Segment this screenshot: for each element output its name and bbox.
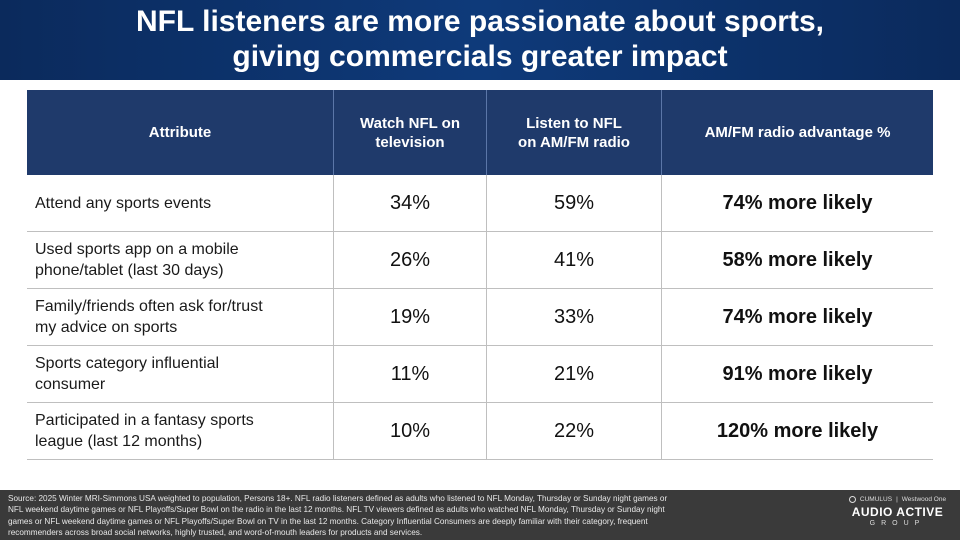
header-radio-line-2: on AM/FM radio — [518, 133, 630, 151]
header-watch-tv: Watch NFL on television — [334, 90, 487, 175]
tv-value-cell: 11% — [334, 346, 487, 402]
table-row: Participated in a fantasy sports league (… — [27, 403, 933, 460]
attribute-line-1: Participated in a fantasy sports — [35, 412, 254, 429]
table-row: Family/friends often ask for/trust my adv… — [27, 289, 933, 346]
source-line-1: Source: 2025 Winter MRI-Simmons USA weig… — [8, 494, 668, 503]
advantage-cell: 74% more likely — [722, 305, 873, 328]
attribute-cell: Family/friends often ask for/trust my adv… — [27, 289, 334, 345]
attribute-line-2: consumer — [35, 376, 106, 393]
table-row: Used sports app on a mobile phone/tablet … — [27, 232, 933, 289]
header-advantage: AM/FM radio advantage % — [704, 124, 891, 141]
tv-value-cell: 19% — [334, 289, 487, 345]
title-line-2: giving commercials greater impact — [232, 40, 728, 73]
advantage-cell: 74% more likely — [722, 191, 873, 214]
radio-value-cell: 22% — [487, 403, 662, 459]
attribute-line-2: phone/tablet (last 30 days) — [35, 262, 224, 279]
attribute-line-2: league (last 12 months) — [35, 433, 203, 450]
advantage-cell: 58% more likely — [722, 248, 873, 271]
source-line-4: recommenders across broad social network… — [8, 528, 423, 538]
table-row: Attend any sports events 34% 59% 74% mor… — [27, 175, 933, 232]
advantage-cell: 91% more likely — [722, 362, 873, 385]
tv-value-cell: 34% — [334, 175, 487, 231]
attribute-line-1: Used sports app on a mobile — [35, 241, 239, 258]
radio-value-cell: 59% — [487, 175, 662, 231]
attribute-cell: Sports category influential consumer — [27, 346, 334, 402]
table-header-row: Attribute Watch NFL on television Listen … — [27, 90, 933, 175]
header-tv-line-2: television — [375, 133, 445, 151]
radio-value-cell: 33% — [487, 289, 662, 345]
attribute-cell: Used sports app on a mobile phone/tablet … — [27, 232, 334, 288]
attribute-line-1: Sports category influential — [35, 355, 220, 372]
source-note: Source: 2025 Winter MRI-Simmons USA weig… — [8, 493, 813, 539]
audio-active-group-logo: CUMULUS | Westwood One AUDIO ACTIVE GROU… — [840, 496, 955, 536]
title-banner — [0, 0, 960, 80]
attribute-line-2: my advice on sports — [35, 319, 178, 336]
footer-bar: Source: 2025 Winter MRI-Simmons USA weig… — [0, 490, 960, 540]
logo-westwood-text: Westwood One — [901, 496, 947, 503]
table-row: Sports category influential consumer 11% … — [27, 346, 933, 403]
logo-partner-line: CUMULUS | Westwood One — [840, 496, 955, 503]
radio-value-cell: 41% — [487, 232, 662, 288]
title-line-1: NFL listeners are more passionate about … — [136, 5, 824, 38]
attribute-line-1: Family/friends often ask for/trust — [35, 298, 263, 315]
source-line-3: games or NFL weekend daytime games or NF… — [8, 516, 648, 526]
radio-value-cell: 21% — [487, 346, 662, 402]
header-radio-line-1: Listen to NFL — [526, 114, 622, 132]
header-attribute: Attribute — [27, 90, 334, 175]
slide-title: NFL listeners are more passionate about … — [0, 4, 960, 74]
cumulus-icon — [848, 496, 856, 503]
logo-main-text: AUDIO ACTIVE — [851, 505, 944, 519]
attribute-cell: Attend any sports events — [27, 175, 334, 231]
attribute-line-1: Attend any sports events — [35, 194, 212, 212]
logo-group-text: GROUP — [869, 520, 926, 527]
advantage-cell: 120% more likely — [716, 419, 879, 442]
header-listen-radio: Listen to NFL on AM/FM radio — [487, 90, 662, 175]
tv-value-cell: 10% — [334, 403, 487, 459]
comparison-table: Attribute Watch NFL on television Listen … — [27, 90, 933, 460]
source-line-2: NFL weekend daytime games or NFL Playoff… — [8, 505, 665, 515]
logo-cumulus-text: CUMULUS — [859, 496, 893, 503]
logo-divider: | — [896, 496, 898, 503]
header-tv-line-1: Watch NFL on — [360, 114, 460, 132]
tv-value-cell: 26% — [334, 232, 487, 288]
attribute-cell: Participated in a fantasy sports league (… — [27, 403, 334, 459]
